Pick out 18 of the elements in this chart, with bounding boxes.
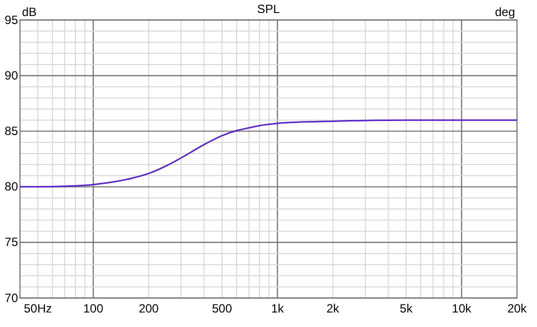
- y-axis-title: dB: [22, 5, 37, 19]
- x-tick-label: 500: [212, 302, 232, 316]
- y-tick-label: 75: [4, 235, 18, 250]
- x-tick-label: 200: [138, 302, 160, 316]
- chart-title: SPL: [257, 2, 280, 16]
- y-tick-label: 85: [4, 124, 18, 138]
- y-tick-label: 90: [4, 68, 18, 82]
- x-tick-label: 1k: [271, 302, 285, 316]
- y-tick-label: 70: [4, 290, 18, 305]
- y-tick-label: 80: [4, 180, 18, 194]
- x-tick-label: 100: [83, 302, 104, 316]
- x-tick-label: 50Hz: [24, 302, 52, 316]
- y2-axis-title: deg: [494, 5, 515, 19]
- x-tick-label: 20k: [507, 302, 528, 316]
- x-tick-label: 5k: [400, 302, 414, 316]
- y-tick-label: 95: [4, 12, 18, 27]
- x-tick-label: 2k: [326, 302, 340, 316]
- x-tick-label: 10k: [452, 302, 472, 316]
